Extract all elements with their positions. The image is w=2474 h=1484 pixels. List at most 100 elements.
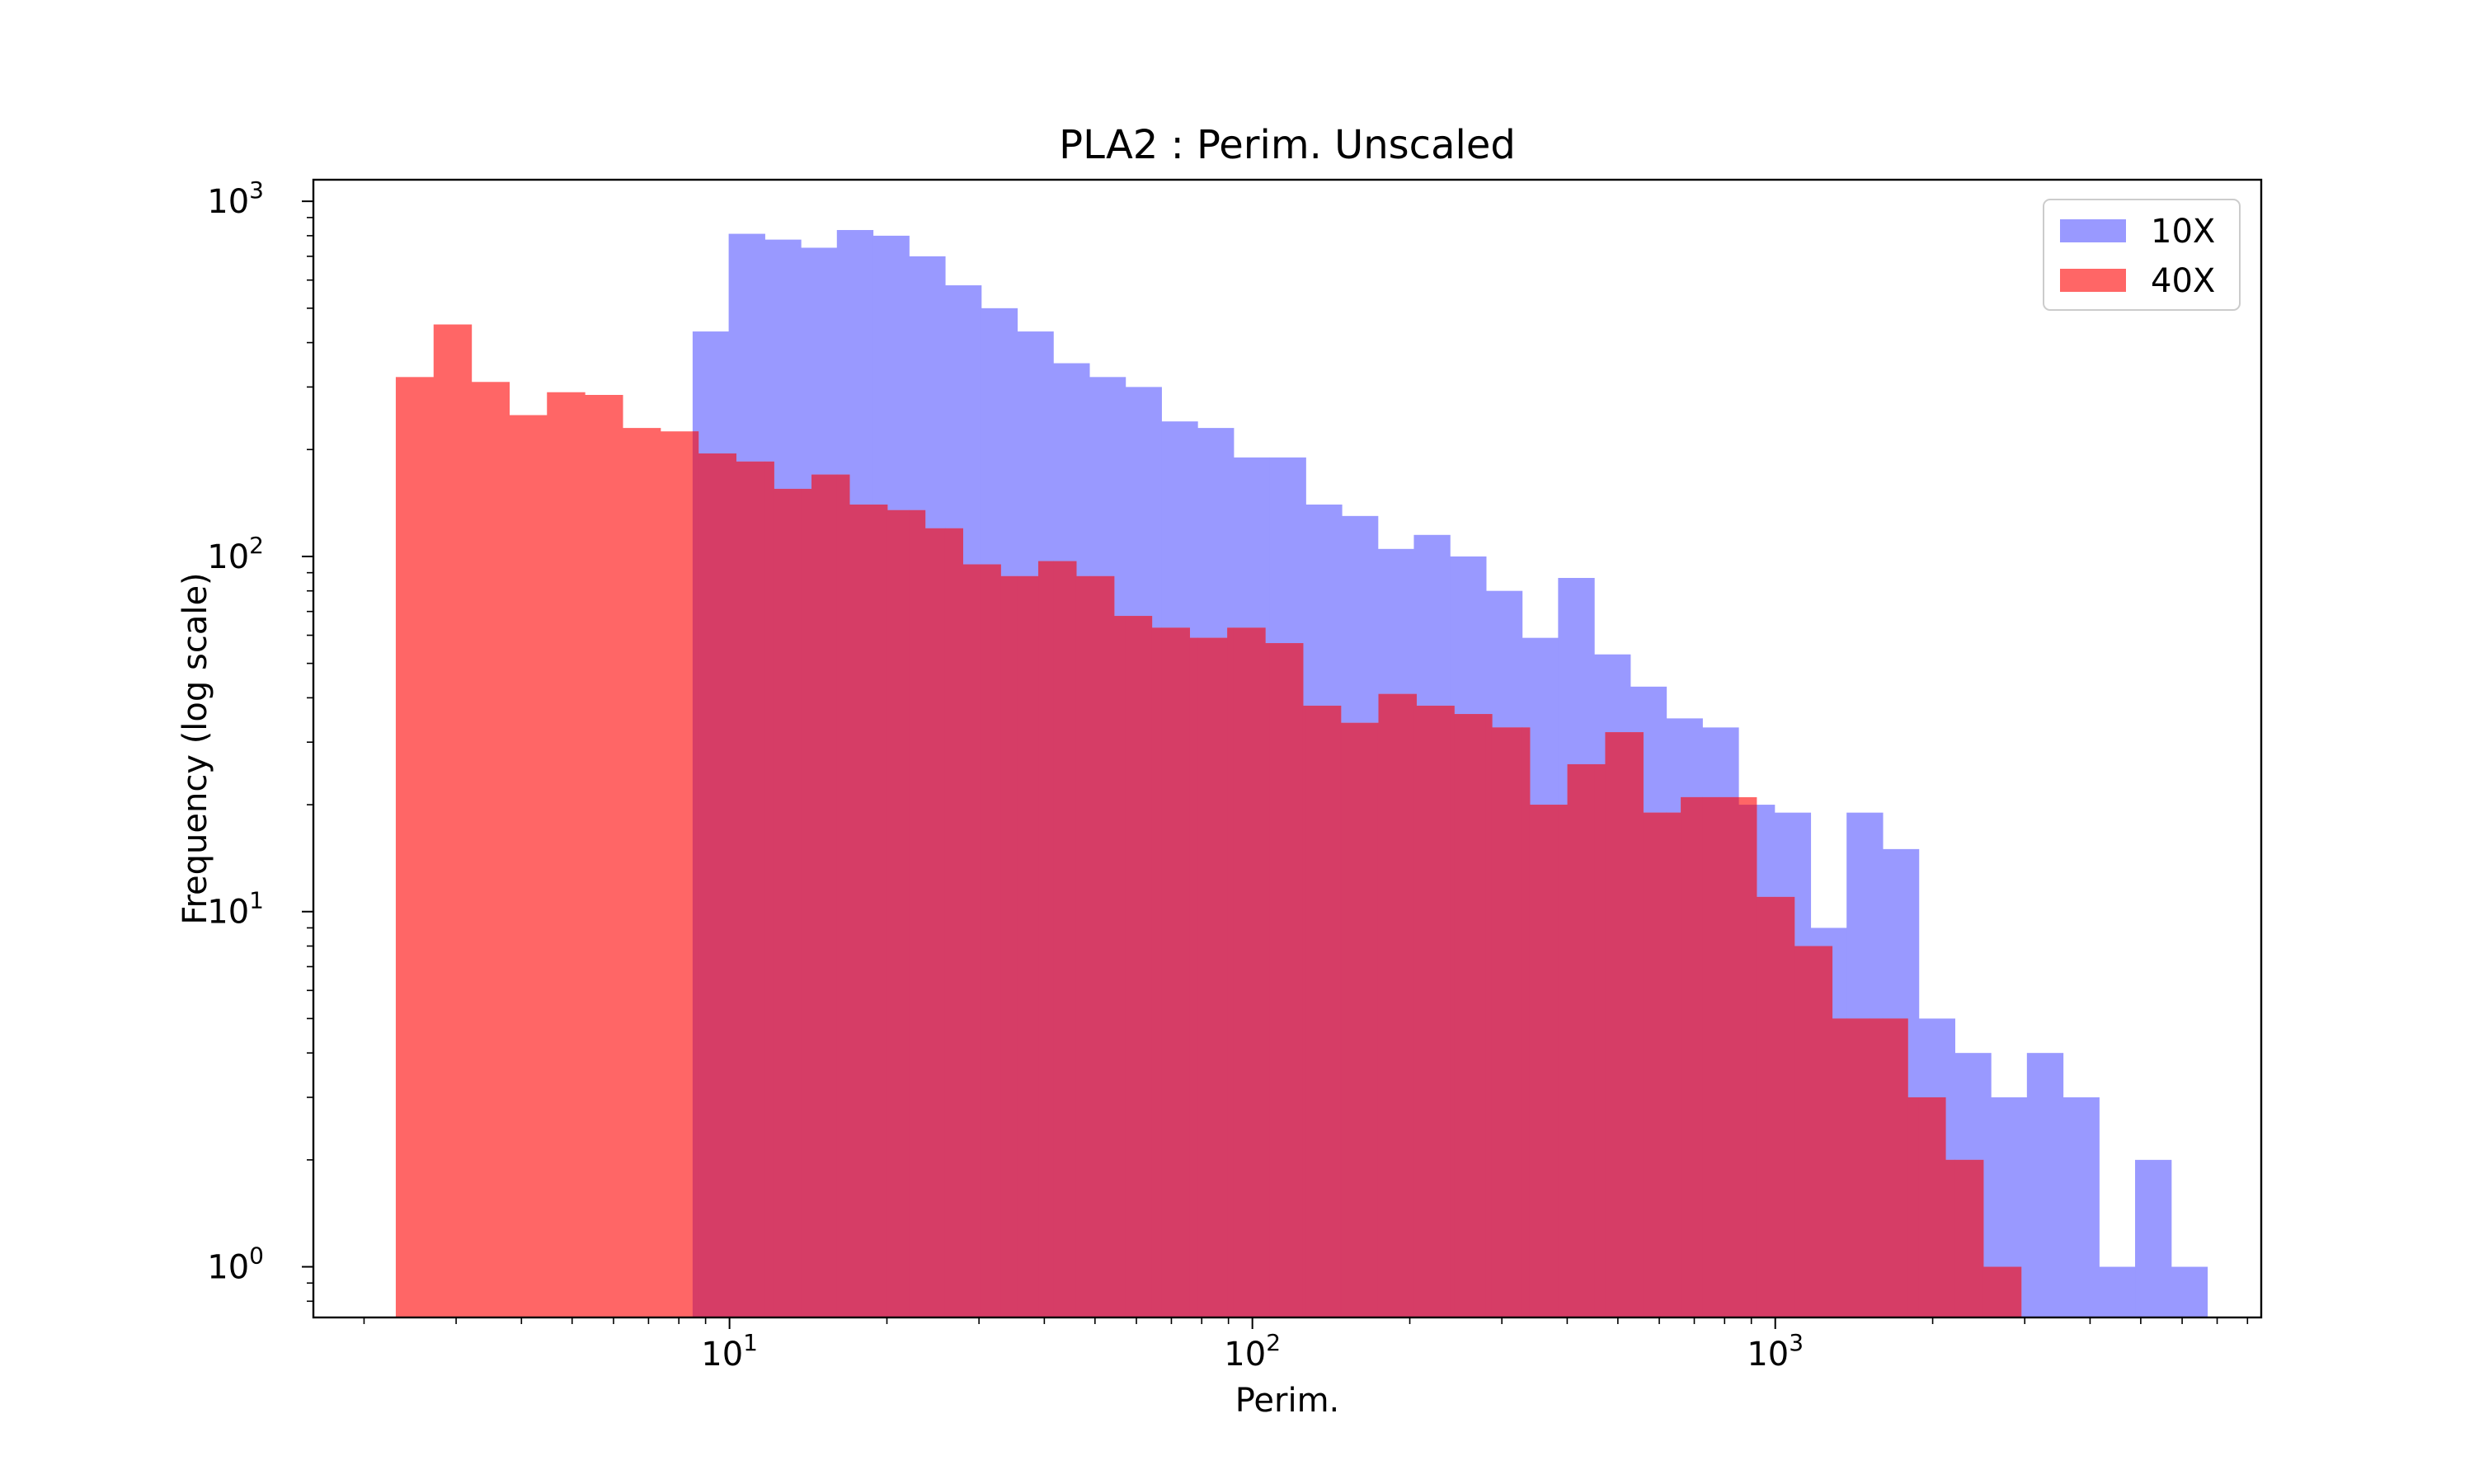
bar-overlap: [811, 474, 838, 1317]
bar-overlap: [1522, 727, 1531, 1317]
plot-frame: [312, 178, 2263, 1319]
bar-overlap: [1491, 727, 1523, 1317]
legend-label-40x: 40X: [2151, 262, 2215, 300]
overlap-region: [692, 431, 2022, 1317]
legend-label-10x: 10X: [2151, 213, 2215, 251]
bar-overlap: [1945, 1159, 1955, 1317]
bar-overlap: [1227, 627, 1235, 1317]
bar-overlap: [801, 488, 812, 1317]
bar-overlap: [764, 461, 774, 1317]
y-tick-label: 101: [207, 887, 264, 932]
bar-overlap: [1882, 1018, 1908, 1317]
bar-overlap: [1125, 616, 1153, 1317]
bar-overlap: [1681, 796, 1703, 1317]
bar-overlap: [1416, 705, 1451, 1317]
bar-40x: [547, 392, 586, 1317]
bar-10x: [2026, 1053, 2064, 1317]
bar-40x: [471, 382, 510, 1317]
y-tick-label: 100: [207, 1242, 264, 1287]
bar-overlap: [1907, 1097, 1920, 1317]
bar-overlap: [692, 431, 699, 1317]
x-tick-label: 102: [1224, 1329, 1281, 1374]
legend: 10X 40X: [2043, 199, 2241, 311]
bar-overlap: [1558, 805, 1569, 1317]
bar-overlap: [1378, 693, 1415, 1317]
bar-overlap: [944, 528, 963, 1317]
bar-overlap: [1413, 693, 1417, 1317]
bar-overlap: [1377, 722, 1380, 1317]
bar-overlap: [1666, 812, 1681, 1317]
bar-overlap: [1151, 627, 1162, 1317]
y-tick-label: 102: [207, 532, 264, 576]
bar-overlap: [1567, 763, 1595, 1317]
bar-overlap: [1305, 705, 1342, 1317]
x-axis-ticks: 101 102 103: [363, 1317, 2249, 1374]
bar-overlap: [1075, 575, 1090, 1317]
bar-overlap: [1233, 627, 1266, 1317]
bar-40x: [622, 428, 661, 1317]
bar-overlap: [1265, 643, 1271, 1317]
bar-overlap: [909, 510, 926, 1317]
bar-overlap: [1954, 1159, 1984, 1317]
bar-overlap: [1756, 896, 1776, 1317]
legend-swatch-40x: [2060, 269, 2126, 292]
bar-overlap: [774, 488, 802, 1317]
bar-overlap: [1846, 1018, 1870, 1317]
bar-overlap: [1832, 1018, 1847, 1317]
bar-overlap: [924, 528, 946, 1317]
bar-overlap: [1529, 805, 1559, 1317]
bar-overlap: [1870, 1018, 1884, 1317]
legend-swatch-10x: [2060, 219, 2126, 242]
bar-overlap: [1340, 722, 1343, 1317]
bar-10x: [2062, 1097, 2100, 1317]
bar-overlap: [1197, 637, 1228, 1317]
bar-overlap: [1702, 796, 1719, 1317]
bar-40x: [660, 431, 699, 1317]
bar-overlap: [1454, 714, 1487, 1317]
bar-overlap: [1982, 1266, 1992, 1317]
bar-overlap: [962, 564, 982, 1317]
y-axis-label: Frequency (log scale): [176, 572, 214, 924]
bar-40x: [433, 324, 473, 1317]
bar-overlap: [1341, 722, 1379, 1317]
bar-overlap: [1038, 561, 1054, 1317]
bar-overlap: [1918, 1097, 1946, 1317]
bar-overlap: [1794, 946, 1812, 1317]
bar-overlap: [1000, 575, 1018, 1317]
bars-layer: [395, 230, 2208, 1318]
bar-overlap: [1053, 561, 1077, 1317]
bar-overlap: [1485, 714, 1493, 1317]
bar-overlap: [1113, 616, 1126, 1317]
bar-overlap: [887, 510, 910, 1317]
bar-overlap: [1630, 732, 1644, 1317]
bar-40x: [509, 415, 548, 1317]
bar-overlap: [698, 453, 730, 1317]
bar-10x: [2135, 1159, 2172, 1317]
bar-overlap: [1269, 643, 1304, 1317]
bar-10x: [2171, 1266, 2208, 1317]
bar-overlap: [1991, 1266, 2022, 1317]
bar-overlap: [1718, 796, 1739, 1317]
x-tick-label: 101: [701, 1329, 758, 1374]
bar-overlap: [736, 461, 765, 1317]
bar-overlap: [728, 453, 736, 1317]
bar-overlap: [1643, 812, 1667, 1317]
y-tick-label: 103: [207, 176, 264, 221]
bar-overlap: [1738, 805, 1757, 1317]
y-axis-ticks: 100 101 102 103: [207, 176, 313, 1303]
bar-overlap: [1189, 637, 1198, 1317]
bar-10x: [2099, 1266, 2136, 1317]
bar-overlap: [1017, 575, 1039, 1317]
bar-overlap: [1161, 627, 1190, 1317]
x-axis-label: Perim.: [1235, 1382, 1340, 1420]
bar-overlap: [1089, 575, 1115, 1317]
bar-overlap: [872, 504, 888, 1317]
bar-40x: [395, 377, 435, 1318]
chart-title: PLA2 : Perim. Unscaled: [1059, 122, 1516, 168]
bar-overlap: [849, 504, 874, 1317]
bar-40x: [585, 395, 623, 1317]
bar-overlap: [1605, 732, 1631, 1317]
bar-overlap: [836, 474, 850, 1317]
bar-overlap: [1450, 705, 1455, 1317]
